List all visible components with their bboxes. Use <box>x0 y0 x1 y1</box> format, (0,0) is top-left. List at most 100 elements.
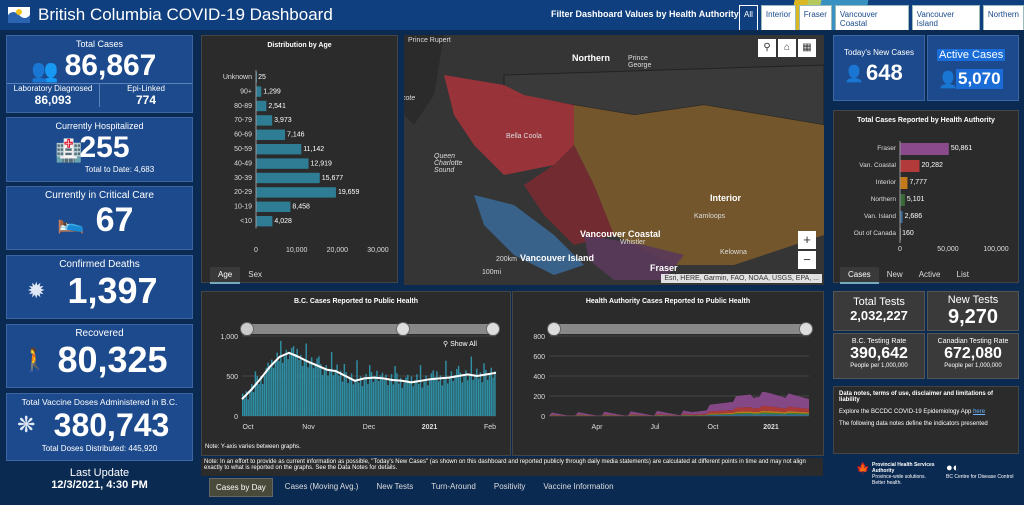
bc-day-bar <box>321 374 324 416</box>
data-notes-panel: Data notes, terms of use, disclaimer and… <box>833 386 1019 454</box>
phsa-name: Provincial Health Services Authority <box>872 462 935 474</box>
map-label-whistler: Whistler <box>620 239 646 246</box>
age-category-label: 80-89 <box>234 103 252 110</box>
search-icon[interactable]: ⚲ <box>758 39 776 57</box>
bc-day-bar <box>387 385 389 416</box>
qr-code-icon[interactable]: ▦ <box>798 39 816 57</box>
age-value-label: 1,299 <box>263 88 281 95</box>
filter-chip-fraser[interactable]: Fraser <box>798 5 832 30</box>
phsa-sub: Province-wide solutions. Better health. <box>872 474 926 486</box>
bc-day-bar <box>419 365 422 416</box>
tab-active[interactable]: Active <box>918 270 941 279</box>
notes-title: Data notes, terms of use, disclaimer and… <box>839 391 994 403</box>
bc-day-bar <box>278 360 280 416</box>
phsa-leaf-icon: 🍁 <box>856 463 870 475</box>
tab-positivity[interactable]: Positivity <box>493 482 526 491</box>
tab-cases-by-day[interactable]: Cases by Day <box>209 478 273 497</box>
tab-new[interactable]: New <box>886 270 903 279</box>
tab-age[interactable]: Age <box>210 267 241 284</box>
age-value-label: 19,659 <box>338 189 360 196</box>
new-cases-label: Today's New Cases <box>844 48 914 57</box>
bc-day-bar <box>378 380 380 416</box>
hac-y-tick: 400 <box>533 374 545 381</box>
bc-day-bar <box>350 373 353 416</box>
ha-chart: Fraser 50,861 Van. Coastal 20,282 Interior 7,… <box>854 141 1009 253</box>
doses-distributed: Total Doses Distributed: 445,920 <box>41 444 158 453</box>
map-scale-mi: 100mi <box>482 269 502 276</box>
tab-turn-around[interactable]: Turn-Around <box>431 482 476 491</box>
age-category-label: 40-49 <box>234 160 252 167</box>
zoom-out-button[interactable]: − <box>798 251 816 269</box>
bc-day-bar <box>300 354 302 416</box>
total-tests-card: Total Tests 2,032,227 <box>833 291 925 331</box>
bc-day-bar <box>483 363 485 416</box>
total-cases-value: 86,867 <box>64 49 157 82</box>
bc-day-bar <box>494 371 496 416</box>
bc-day-bar <box>412 386 414 416</box>
ha-value-label: 20,282 <box>921 162 943 169</box>
ha-range-slider[interactable] <box>547 322 813 336</box>
tab-sex[interactable]: Sex <box>248 270 263 279</box>
filter-chip-vancouver-island[interactable]: Vancouver Island <box>911 5 980 30</box>
bc-day-bar <box>379 375 382 416</box>
bc-day-bar <box>243 398 246 416</box>
epi-linked-value: 774 <box>135 93 157 107</box>
ha-value-label: 160 <box>902 230 914 237</box>
bc-day-bar <box>447 383 449 416</box>
active-cases-card: Active Cases 👤 5,070 <box>927 35 1019 101</box>
bccdc-name: BC Centre for Disease Control <box>946 474 1014 480</box>
bc-day-bar <box>272 367 275 416</box>
hac-y-tick: 800 <box>533 334 545 341</box>
tab-vaccine-information[interactable]: Vaccine Information <box>543 482 614 491</box>
bc-day-bar <box>251 384 253 416</box>
bc-day-bar <box>459 372 462 416</box>
filter-chip-vancouver-coastal[interactable]: Vancouver Coastal <box>834 5 909 30</box>
bc-day-bar <box>437 381 440 416</box>
tab-cases-moving-avg[interactable]: Cases (Moving Avg.) <box>284 482 359 491</box>
ha-bar <box>900 211 903 223</box>
filter-chip-northern[interactable]: Northern <box>982 5 1024 30</box>
bc-day-bar <box>392 384 395 416</box>
bc-day-bar <box>242 393 244 416</box>
map-attribution: Esri, HERE, Garmin, FAO, NOAA, USGS, EPA… <box>661 274 822 283</box>
tab-new-tests[interactable]: New Tests <box>376 482 414 491</box>
last-update-value: 12/3/2021, 4:30 PM <box>51 479 148 491</box>
age-category-label: <10 <box>240 218 252 225</box>
home-icon[interactable]: ⌂ <box>778 39 796 57</box>
bccdc-logo: ●◐ BC Centre for Disease Control <box>946 462 1018 480</box>
map-canvas <box>404 35 824 285</box>
new-tests-card: New Tests 9,270 <box>927 291 1019 331</box>
age-bar <box>256 100 267 112</box>
bc-day-bar <box>394 366 396 416</box>
lab-diagnosed-label: Laboratory Diagnosed <box>13 84 93 93</box>
age-bar <box>256 158 309 169</box>
hac-x-tick: Oct <box>708 424 719 431</box>
show-all-button[interactable]: ⚲ Show All <box>443 341 477 348</box>
age-category-label: 70-79 <box>234 117 252 124</box>
bc-day-bar <box>434 377 436 416</box>
bc-day-bar <box>314 363 317 416</box>
recovered-card: Recovered 🚶 80,325 <box>6 324 193 388</box>
bc-day-bar <box>472 379 474 416</box>
bc-range-slider[interactable] <box>240 322 500 336</box>
vaccine-card: Total Vaccine Doses Administered in B.C.… <box>6 393 193 461</box>
bc-testing-rate-card: B.C. Testing Rate 390,642 People per 1,0… <box>833 333 925 379</box>
epi-app-link[interactable]: here <box>973 409 986 415</box>
health-authority-map[interactable]: ⚲ ⌂ ▦ + − Prince Rupert cote Northern Pr… <box>404 35 824 285</box>
zoom-in-button[interactable]: + <box>798 231 816 249</box>
tab-cases[interactable]: Cases <box>840 267 879 284</box>
deaths-value: 1,397 <box>67 270 158 311</box>
bc-day-bar <box>320 364 322 416</box>
vaccine-value: 380,743 <box>53 407 170 443</box>
bc-day-bar <box>274 360 277 416</box>
bc-day-bar <box>267 362 269 416</box>
bc-day-bar <box>334 369 336 416</box>
map-label-prince-george: Prince George <box>628 55 652 69</box>
bc-day-bar <box>425 375 427 416</box>
filter-chip-all[interactable]: All <box>739 5 758 30</box>
filter-chip-interior[interactable]: Interior <box>760 5 796 30</box>
age-bar <box>256 201 291 212</box>
bc-day-bar <box>343 364 346 416</box>
tab-list[interactable]: List <box>956 270 969 279</box>
filter-label: Filter Dashboard Values by Health Author… <box>551 9 742 19</box>
